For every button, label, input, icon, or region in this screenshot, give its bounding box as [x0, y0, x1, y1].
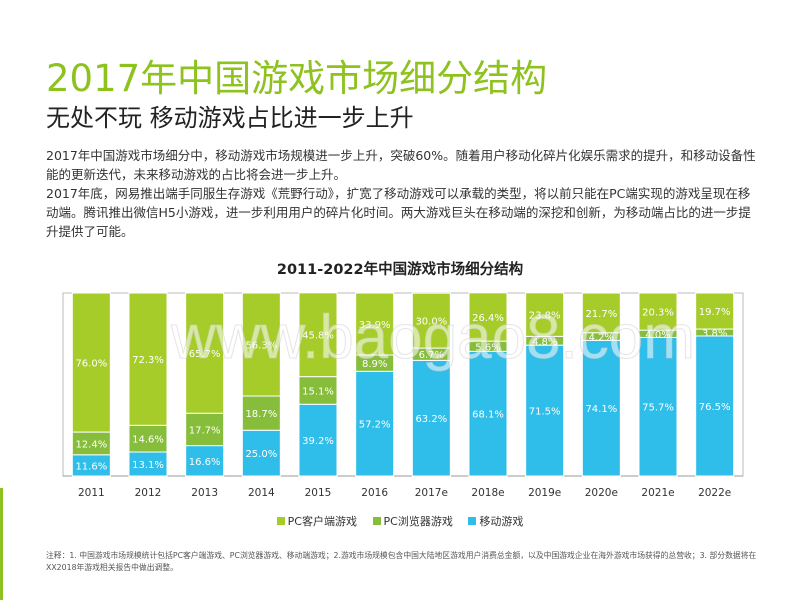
x-tick-label-2011: 2011 [78, 487, 105, 499]
watermark: www.baogao8.com [170, 303, 695, 372]
bar-segment-pc-client-2016 [355, 292, 395, 356]
data-label-pc-client-2015: 45.8% [302, 331, 334, 342]
x-tick-label-2016: 2016 [361, 487, 388, 499]
bar-segment-mobile-2016 [355, 370, 395, 477]
data-label-pc-client-2019e: 23.8% [529, 311, 561, 322]
x-tick-label-2021e: 2021e [641, 487, 674, 499]
bar-segment-pc-client-2019e [525, 292, 565, 337]
x-tick-label-2017e: 2017e [415, 487, 448, 499]
page-subtitle: 无处不玩 移动游戏占比进一步上升 [46, 104, 414, 132]
bar-segment-pc-client-2014 [241, 292, 281, 397]
data-label-pc-browser-2021e: 4.0% [645, 330, 670, 341]
data-label-pc-client-2022e: 19.7% [699, 307, 731, 318]
legend-label-pc-client: PC客户端游戏 [287, 515, 357, 528]
legend-swatch-mobile [468, 517, 477, 525]
data-label-pc-browser-2019e: 4.8% [532, 337, 557, 348]
x-tick-label-2022e: 2022e [698, 487, 731, 499]
bar-segment-pc-client-2011 [71, 292, 111, 433]
data-label-mobile-2016: 57.2% [359, 420, 391, 431]
bar-segment-mobile-2022e [695, 335, 735, 477]
data-label-pc-client-2017e: 30.0% [415, 317, 447, 328]
bar-segment-pc-client-2013 [185, 292, 225, 414]
data-label-mobile-2013: 16.6% [189, 457, 221, 468]
x-tick-label-2020e: 2020e [585, 487, 618, 499]
bar-segment-pc-client-2017e [411, 292, 451, 349]
bar-segment-pc-client-2012 [128, 292, 168, 426]
data-label-pc-browser-2020e: 4.2% [589, 333, 614, 344]
bar-segment-pc-client-2021e [638, 292, 678, 331]
x-tick-label-2015: 2015 [305, 487, 332, 499]
x-tick-label-2013: 2013 [191, 487, 218, 499]
data-label-pc-client-2021e: 20.3% [642, 308, 674, 319]
data-label-mobile-2014: 25.0% [245, 449, 277, 460]
data-label-pc-browser-2013: 17.7% [189, 425, 221, 436]
data-label-pc-client-2012: 72.3% [132, 355, 164, 366]
bar-segment-pc-browser-2013 [185, 412, 225, 447]
data-label-pc-client-2011: 76.0% [75, 359, 107, 370]
data-label-pc-client-2018e: 26.4% [472, 313, 504, 324]
x-tick-label-2019e: 2019e [528, 487, 561, 499]
bar-segment-mobile-2019e [525, 344, 565, 477]
bar-segment-pc-client-2020e [581, 292, 621, 334]
intro-paragraph-2: 2017年底，网易推出端手同服生存游戏《荒野行动》，扩宽了移动游戏可以承载的类型… [46, 186, 751, 239]
data-label-mobile-2020e: 74.1% [585, 404, 617, 415]
data-label-pc-browser-2018e: 5.6% [475, 342, 500, 353]
legend-item-mobile: 移动游戏 [468, 513, 523, 529]
bar-segment-mobile-2020e [581, 339, 621, 477]
bar-segment-mobile-2015 [298, 403, 338, 477]
x-tick-label-2014: 2014 [248, 487, 275, 499]
data-label-mobile-2018e: 68.1% [472, 410, 504, 421]
data-label-mobile-2022e: 76.5% [699, 402, 731, 413]
legend-label-mobile: 移动游戏 [479, 515, 524, 528]
bar-segment-pc-client-2022e [695, 292, 735, 330]
data-label-pc-browser-2011: 12.4% [75, 439, 107, 450]
data-label-mobile-2011: 11.6% [75, 461, 107, 472]
page-title: 2017年中国游戏市场细分结构 [46, 57, 548, 100]
data-label-pc-browser-2012: 14.6% [132, 435, 164, 446]
data-label-pc-client-2013: 65.7% [189, 349, 221, 360]
legend-swatch-pc-client [276, 517, 285, 525]
data-label-pc-browser-2015: 15.1% [302, 386, 334, 397]
data-label-mobile-2017e: 63.2% [415, 414, 447, 425]
bar-segment-pc-client-2015 [298, 292, 338, 378]
data-label-pc-browser-2017e: 6.7% [419, 350, 444, 361]
data-label-pc-browser-2016: 8.9% [362, 359, 387, 370]
legend-label-pc-browser: PC浏览器游戏 [383, 515, 453, 528]
legend-swatch-pc-browser [372, 517, 381, 525]
x-tick-label-2012: 2012 [135, 487, 162, 499]
chart-legend: PC客户端游戏 PC浏览器游戏 移动游戏 [0, 513, 800, 529]
bar-segment-mobile-2018e [468, 350, 508, 477]
data-label-mobile-2019e: 71.5% [529, 407, 561, 418]
chart-title: 2011-2022年中国游戏市场细分结构 [276, 262, 524, 278]
bar-segment-mobile-2013 [185, 445, 225, 477]
bar-segment-mobile-2014 [241, 429, 281, 477]
plot-area [62, 292, 744, 477]
left-accent-bar [0, 488, 3, 600]
intro-paragraph-1: 2017年中国游戏市场细分中，移动游戏市场规模进一步上升，突破60%。随着用户移… [46, 148, 756, 182]
x-tick-label-2018e: 2018e [471, 487, 504, 499]
data-label-mobile-2012: 13.1% [132, 460, 164, 471]
data-label-pc-client-2014: 56.3% [245, 341, 277, 352]
data-label-mobile-2021e: 75.7% [642, 403, 674, 414]
data-label-pc-browser-2014: 18.7% [245, 409, 277, 420]
data-label-pc-client-2016: 33.9% [359, 320, 391, 331]
data-label-mobile-2015: 39.2% [302, 436, 334, 447]
legend-item-pc-client: PC客户端游戏 [276, 513, 357, 529]
footnote: 注释：1. 中国游戏市场规模统计包括PC客户端游戏、PC浏览器游戏、移动端游戏；… [46, 551, 757, 572]
data-label-pc-browser-2022e: 3.8% [702, 329, 727, 340]
legend-item-pc-browser: PC浏览器游戏 [372, 513, 453, 529]
data-label-pc-client-2020e: 21.7% [585, 309, 617, 320]
bar-segment-pc-client-2018e [468, 292, 508, 342]
